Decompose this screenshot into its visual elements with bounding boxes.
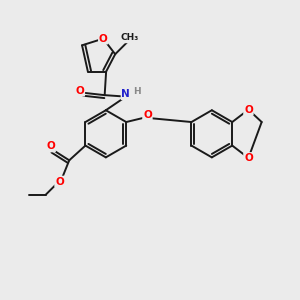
Text: N: N <box>122 89 130 99</box>
Text: O: O <box>76 86 84 96</box>
Text: O: O <box>46 142 55 152</box>
Text: O: O <box>55 176 64 187</box>
Text: H: H <box>133 87 141 96</box>
Text: CH₃: CH₃ <box>121 34 139 43</box>
Text: O: O <box>99 34 108 44</box>
Text: O: O <box>244 105 253 115</box>
Text: O: O <box>143 110 152 120</box>
Text: O: O <box>244 153 253 163</box>
